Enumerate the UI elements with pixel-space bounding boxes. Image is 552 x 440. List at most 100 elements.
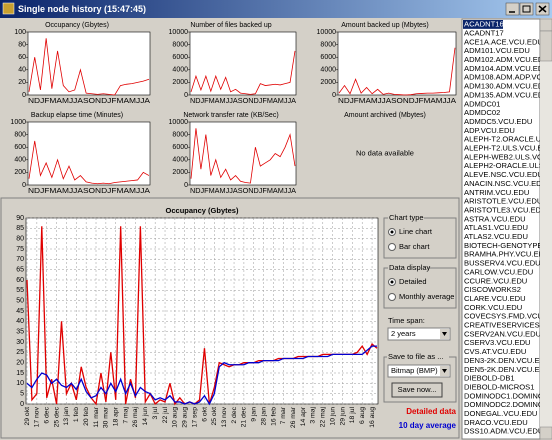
node-item[interactable]: ADMDC5.VCU.EDU [464, 117, 532, 126]
y-tick-label: 75 [16, 246, 24, 253]
x-tick-label: 20 feb [83, 407, 90, 426]
x-tick-label: 22 jul [162, 407, 169, 424]
node-item[interactable]: ANTRIM.VCU.EDU [464, 188, 529, 197]
y-tick-label: 5 [20, 391, 24, 398]
y-tick-label: 60 [16, 277, 24, 284]
node-list [461, 18, 541, 440]
plot-area [27, 31, 151, 96]
chart-title: Amount backed up (Mbytes) [341, 22, 429, 29]
radio-button[interactable] [388, 243, 396, 251]
button[interactable] [391, 382, 443, 398]
node-item[interactable]: ACADNT16 [464, 20, 504, 29]
node-item[interactable]: ALEVE.NSC.VCU.EDU [464, 170, 543, 179]
group-label-bg [387, 352, 449, 361]
node-item[interactable]: ALEPH-WEB2.ULS.VC [464, 152, 543, 161]
node-item[interactable]: ADM104.ADM.VCU.EDU [464, 64, 549, 73]
node-item[interactable]: ATLAS1.VCU.EDU [464, 223, 528, 232]
y-tick-label: 600 [14, 144, 26, 151]
node-item[interactable]: DEN3-2K.DEN.VCU.E [464, 356, 540, 365]
scroll-up[interactable] [539, 18, 552, 32]
node-item[interactable]: COVECSYS.FMD.VCU [464, 312, 543, 321]
node-item[interactable]: DEN5-2K.DEN.VCU.E [464, 365, 540, 374]
group-label-bg [388, 213, 424, 222]
dropdown[interactable] [387, 364, 451, 378]
node-item[interactable]: DOMINODC2.DOMINO [464, 400, 544, 409]
plot-area [27, 121, 151, 186]
node-item[interactable]: DSS10.ADM.VCU.EDU [464, 427, 543, 436]
y-tick-label: 15 [16, 370, 24, 377]
node-item[interactable]: DIEBOLD-MICROS1 [464, 382, 534, 391]
x-tick-label: 11 mar [93, 406, 100, 427]
radio-button[interactable] [388, 293, 396, 301]
node-item[interactable]: ADM130.ADM.VCU.EDU [464, 82, 549, 91]
node-item[interactable]: ANACIN.NSC.VCU.EDU [464, 179, 547, 188]
x-tick-label: 28 jan [260, 407, 267, 426]
y-tick-label: 0 [184, 182, 188, 189]
node-item[interactable]: BUSSERV4.VCU.EDU [464, 259, 541, 268]
y-tick-label: 30 [16, 339, 24, 346]
node-item[interactable]: CORK.VCU.EDU [464, 303, 522, 312]
x-tick-label: 10 aug [172, 407, 179, 428]
node-item[interactable]: ARISTOTLE.VCU.EDU [464, 197, 542, 206]
node-item[interactable]: CVS.AT.VCU.EDU [464, 347, 526, 356]
y-tick-label: 6000 [172, 54, 188, 61]
node-item[interactable]: BIOTECH-GENOTYPE [464, 241, 542, 250]
node-item[interactable]: CCURE.VCU.EDU [464, 276, 527, 285]
node-item[interactable]: ADMDC02 [464, 108, 500, 117]
node-item[interactable]: CREATIVESERVICES [464, 321, 540, 330]
plot-area [189, 31, 297, 96]
x-tick-label: 3 maj [310, 407, 317, 424]
node-item[interactable]: CLARE.VCU.EDU [464, 294, 526, 303]
x-tick-label: 7 maj [122, 407, 129, 424]
node-item[interactable]: ALEPH2-ORACLE.ULS [464, 161, 544, 170]
node-item[interactable]: ALEPH-T2.ULS.VCU.ED [464, 144, 548, 153]
plot-area [189, 121, 297, 186]
minimize-button[interactable] [505, 2, 520, 16]
node-item[interactable]: CSERV2AN.VCU.EDU [464, 329, 541, 338]
node-item[interactable]: ADM135.ADM.VCU.EDU [464, 90, 549, 99]
scrollbar[interactable] [540, 19, 552, 439]
node-item[interactable]: ADMDC01 [464, 99, 500, 108]
x-tick-label: 13 nov [221, 406, 228, 427]
scroll-thumb[interactable] [539, 30, 552, 62]
x-tick-label: 22 maj [320, 407, 327, 428]
node-item[interactable]: CISCOWORKS2 [464, 285, 521, 294]
y-tick-label: 200 [14, 169, 26, 176]
radio-dot [390, 230, 394, 234]
chart-title: Occupancy (Gbytes) [45, 22, 109, 29]
group-label: Chart type [389, 213, 424, 222]
button-label[interactable]: Save now... [398, 385, 437, 394]
scroll-down[interactable] [539, 426, 552, 440]
y-tick-label: 35 [16, 329, 24, 336]
radio-label[interactable]: Detailed [399, 277, 427, 286]
node-item[interactable]: ADM101.VCU.EDU [464, 46, 530, 55]
node-item[interactable]: DRACO.VCU.EDU [464, 418, 528, 427]
node-item[interactable]: ALEPH-T2.ORACLE.UL [464, 135, 545, 144]
node-item[interactable]: DONEGAL.VCU.EDU [464, 409, 537, 418]
y-tick-label: 100 [14, 29, 26, 36]
node-item[interactable]: ADM108.ADM.ADP.VCU [464, 73, 547, 82]
group-label-bg [388, 263, 428, 272]
node-item[interactable]: ATLAS2.VCU.EDU [464, 232, 528, 241]
node-item[interactable]: DOMINODC1.DOMINO [464, 391, 544, 400]
dropdown[interactable] [387, 327, 451, 341]
node-item[interactable]: ARISTOTLE3.VCU.EDU [464, 205, 547, 214]
node-item[interactable]: BRAMHA.PHY.VCU.EDU [464, 250, 550, 259]
node-item[interactable]: ASTRA.VCU.EDU [464, 214, 526, 223]
radio-label[interactable]: Line chart [399, 227, 433, 236]
node-item[interactable]: ADM102.ADM.VCU.EDU [464, 55, 549, 64]
radio-label[interactable]: Monthly average [399, 292, 454, 301]
x-tick-label: 9 jan [251, 407, 258, 422]
node-item[interactable]: CARLOW.VCU.EDU [464, 267, 533, 276]
radio-label[interactable]: Bar chart [399, 242, 430, 251]
x-tick-label: 6 aug [359, 407, 366, 424]
node-item[interactable]: DIEBOLD-DB1 [464, 374, 515, 383]
node-item[interactable]: ACADNT17 [464, 28, 504, 37]
node-item[interactable]: ADP.VCU.EDU [464, 126, 515, 135]
maximize-button[interactable] [519, 2, 534, 16]
y-tick-label: 4000 [172, 157, 188, 164]
x-tick-label: 29 jun [339, 407, 346, 426]
node-item[interactable]: CSERV3.VCU.EDU [464, 338, 531, 347]
node-item[interactable]: ACE1A.ACE.VCU.EDU [464, 37, 543, 46]
